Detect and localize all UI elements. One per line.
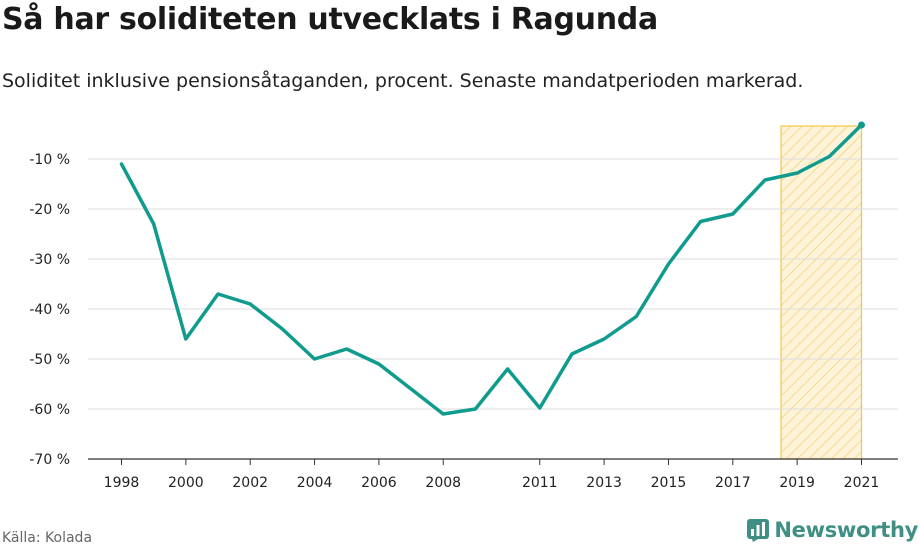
series-last-point — [858, 121, 865, 129]
x-tick-label: 2013 — [586, 475, 622, 491]
highlight-period — [780, 125, 863, 460]
brand-name: Newsworthy — [774, 518, 918, 542]
x-tick-label: 2008 — [425, 475, 461, 491]
x-tick-label: 2006 — [361, 475, 397, 491]
y-tick-label: -70 % — [29, 452, 70, 468]
source-note: Källa: Kolada — [2, 530, 93, 546]
x-tick-label: 2002 — [232, 475, 268, 491]
x-tick-label: 2011 — [522, 475, 558, 491]
y-tick-label: -60 % — [29, 402, 70, 418]
y-tick-label: -20 % — [29, 202, 70, 218]
y-tick-label: -10 % — [29, 152, 70, 168]
x-tick-label: 2004 — [297, 475, 333, 491]
x-tick-label: 2015 — [651, 475, 687, 491]
x-tick-label: 2021 — [844, 475, 880, 491]
y-tick-label: -40 % — [29, 302, 70, 318]
y-tick-label: -30 % — [29, 252, 70, 268]
brand-logo: Newsworthy — [746, 518, 918, 542]
chart-subtitle: Soliditet inklusive pensionsåtaganden, p… — [2, 70, 804, 92]
y-tick-label: -50 % — [29, 352, 70, 368]
x-tick-label: 2017 — [715, 475, 751, 491]
x-tick-label: 2019 — [779, 475, 815, 491]
newsworthy-logo-icon — [747, 519, 770, 542]
x-tick-label: 2000 — [168, 475, 204, 491]
x-tick-label: 1998 — [104, 475, 140, 491]
chart-title: Så har soliditeten utvecklats i Ragunda — [2, 2, 658, 37]
series-line — [119, 123, 864, 416]
